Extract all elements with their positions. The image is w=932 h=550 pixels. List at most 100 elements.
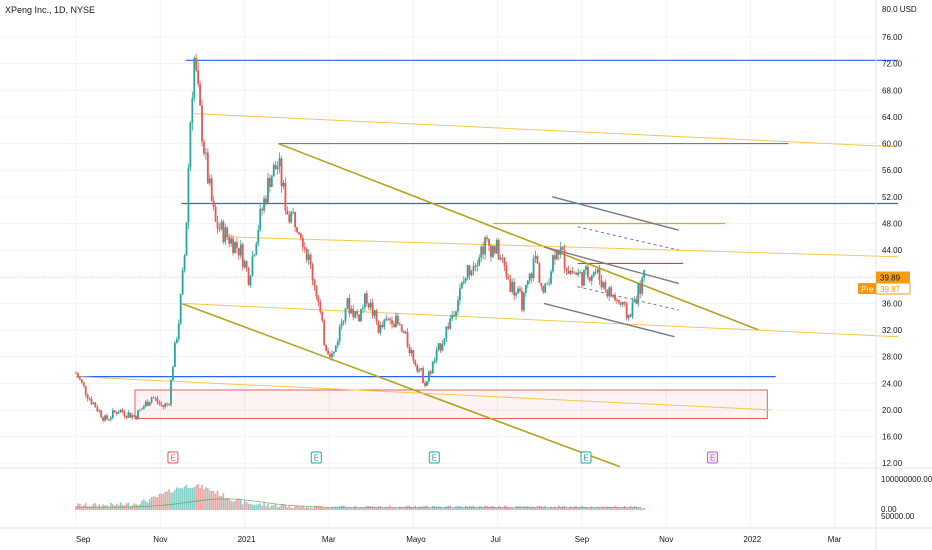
volume-bar <box>385 507 388 510</box>
candle-body <box>480 246 483 258</box>
volume-bar <box>315 506 318 510</box>
price-tick-label: 24.00 <box>882 379 903 388</box>
candle-body <box>460 282 463 289</box>
volume-bar <box>499 506 502 510</box>
volume-bar <box>156 497 159 510</box>
volume-bar <box>569 506 572 510</box>
candle-body <box>358 314 360 322</box>
candle-body <box>94 402 97 408</box>
candle-body <box>509 279 512 292</box>
volume-bar <box>546 508 548 510</box>
candle-body <box>600 279 603 288</box>
earnings-marker[interactable]: E <box>580 451 592 464</box>
trend-line <box>75 376 772 411</box>
earnings-marker[interactable]: E <box>167 451 179 464</box>
candle-body <box>278 158 281 167</box>
volume-bar <box>523 506 525 510</box>
time-axis[interactable]: Sep Nov 2021 Mar Mayo Jul Sep Nov 2022 Mar <box>76 535 842 544</box>
volume-bar <box>393 507 395 510</box>
candle-body <box>610 287 613 297</box>
volume-bar <box>367 506 370 510</box>
candle-body <box>563 250 566 269</box>
volume-bar <box>255 504 258 510</box>
volume-bar <box>220 495 223 510</box>
candle-body <box>369 302 372 308</box>
volume-bar <box>292 508 294 510</box>
volume-bar <box>75 506 77 510</box>
candle-body <box>334 345 337 352</box>
volume-bar <box>205 487 207 510</box>
volume-bar <box>457 506 459 510</box>
candle-body <box>406 332 409 347</box>
volume-bar <box>556 507 558 510</box>
volume-bar <box>249 503 252 510</box>
volume-bar <box>199 487 201 510</box>
candle-body <box>410 350 413 354</box>
price-tick-label: 44.00 <box>882 246 903 255</box>
candle-body <box>524 284 527 293</box>
candle-body <box>573 272 576 274</box>
candle-body <box>139 409 141 411</box>
candle-body <box>431 361 434 374</box>
volume-bar <box>358 507 360 510</box>
candle-body <box>433 360 436 362</box>
volume-bar <box>362 507 364 510</box>
volume-bar <box>451 508 453 510</box>
candle-body <box>373 310 376 316</box>
volume-bar <box>81 506 83 510</box>
premarket-tag: Pre 39.87 <box>858 282 911 295</box>
volume-bar <box>495 507 498 510</box>
volume-bar <box>420 506 422 510</box>
price-axis[interactable]: 76.00 72.00 68.00 64.00 60.00 56.00 52.00 48.00… <box>882 33 903 468</box>
candle-body <box>183 255 186 271</box>
candle-body <box>286 210 289 215</box>
candle-body <box>371 302 374 316</box>
earnings-label: E <box>710 454 715 463</box>
volume-bar <box>501 507 504 510</box>
candle-body <box>201 105 203 142</box>
volume-bar <box>639 506 642 510</box>
candle-body <box>141 408 143 410</box>
candle-body <box>377 321 380 333</box>
volume-bar <box>352 507 355 510</box>
volume-axis[interactable]: 100000000.00 0.00 50000.00 <box>881 475 932 521</box>
volume-bar <box>476 507 479 510</box>
candle-body <box>321 311 324 321</box>
candle-body <box>379 324 382 333</box>
volume-bar <box>240 499 242 510</box>
candle-body <box>319 302 322 312</box>
volume-bar <box>108 506 110 510</box>
volume-bar <box>197 483 199 510</box>
volume-bar <box>443 507 446 510</box>
earnings-badge <box>167 451 179 464</box>
volume-bar <box>585 507 587 510</box>
candle-body <box>495 240 498 254</box>
candle-body <box>110 417 112 420</box>
volume-bar <box>373 507 376 510</box>
candle-body <box>617 300 620 303</box>
volume-bar <box>222 493 225 510</box>
candle-body <box>464 277 467 281</box>
volume-bottom-label: 50000.00 <box>881 512 915 521</box>
earnings-marker[interactable]: E <box>428 451 440 464</box>
earnings-marker[interactable]: E <box>706 451 718 464</box>
candle-body <box>131 415 134 418</box>
volume-bar <box>360 507 362 510</box>
earnings-marker[interactable]: E <box>310 451 322 464</box>
price-tick-label: 52.00 <box>882 193 903 202</box>
volume-bar <box>428 507 430 510</box>
candle-body <box>255 243 258 255</box>
candle-body <box>80 379 83 383</box>
candle-body <box>352 308 355 318</box>
candle-body <box>422 368 424 383</box>
volume-bar <box>602 506 605 510</box>
volume-bar <box>447 505 450 510</box>
candle-body <box>311 264 314 281</box>
volume-bar <box>218 495 221 510</box>
volume-bar <box>327 507 329 510</box>
trend-line <box>552 196 679 231</box>
volume-bar <box>441 508 444 510</box>
volume-bar <box>387 506 389 510</box>
